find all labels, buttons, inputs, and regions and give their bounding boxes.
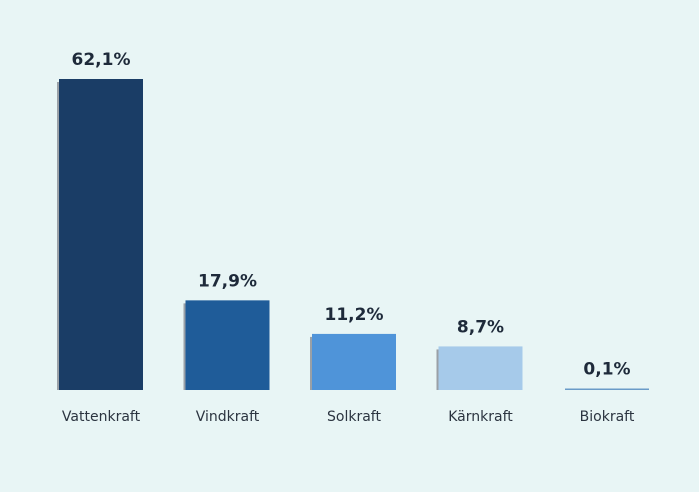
bar-shadow-vattenkraft <box>57 82 59 390</box>
category-label-vindkraft: Vindkraft <box>196 409 260 425</box>
value-label-solkraft: 11,2% <box>325 305 384 325</box>
bar-vindkraft <box>185 300 270 390</box>
bar-vattenkraft <box>59 79 143 390</box>
bar-biokraft <box>565 388 649 390</box>
bar-solkraft <box>312 333 396 390</box>
category-label-biokraft: Biokraft <box>580 409 635 425</box>
bar-k-rnkraft <box>438 346 523 390</box>
bar-shadow-k-rnkraft <box>436 349 439 390</box>
value-label-vindkraft: 17,9% <box>198 271 257 291</box>
value-label-vattenkraft: 62,1% <box>72 50 131 70</box>
bar-shadow-vindkraft <box>183 303 186 390</box>
category-label-solkraft: Solkraft <box>327 409 381 425</box>
category-label-vattenkraft: Vattenkraft <box>62 409 141 425</box>
bar-shadow-solkraft <box>310 336 312 390</box>
category-label-k-rnkraft: Kärnkraft <box>448 409 513 425</box>
value-label-biokraft: 0,1% <box>583 360 630 380</box>
value-label-k-rnkraft: 8,7% <box>457 317 504 337</box>
